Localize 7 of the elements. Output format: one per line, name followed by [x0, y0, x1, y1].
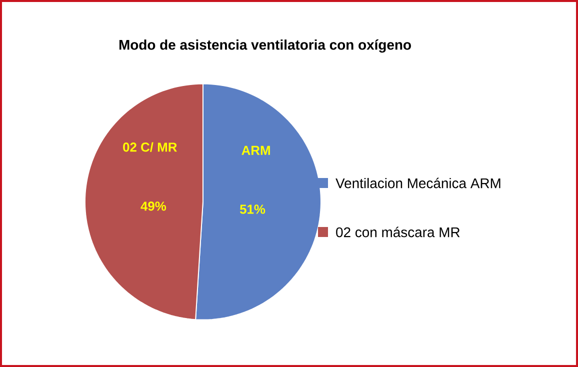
data-label: 49% [140, 202, 166, 211]
chart-title: Modo de asistencia ventilatoria con oxígeno [119, 39, 411, 53]
text: ARM [242, 146, 270, 155]
legend-label: Ventilacion Mecánica ARM [336, 178, 500, 188]
legend-label: 02 con máscara MR [336, 226, 460, 238]
data-label: 51% [240, 204, 266, 214]
text: 02 C/ MR [123, 142, 177, 152]
